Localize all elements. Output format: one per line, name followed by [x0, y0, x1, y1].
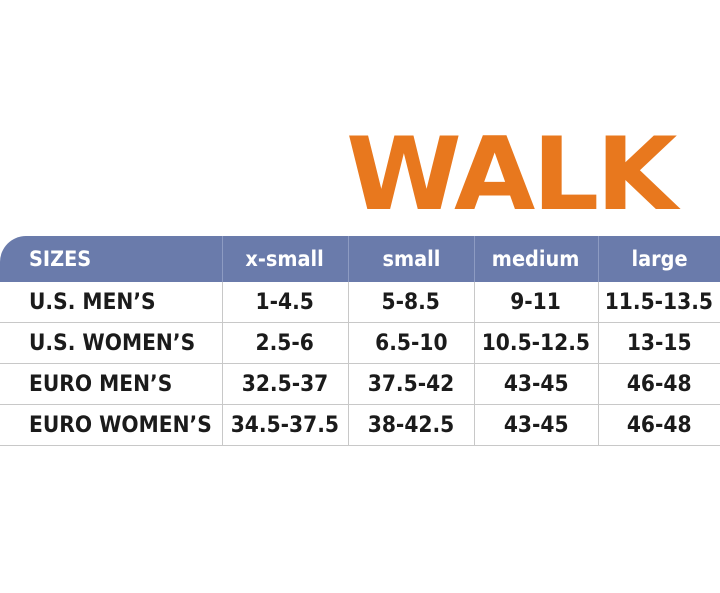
table-cell: 5-8.5 — [347, 282, 474, 323]
table-row: EURO MEN’S 32.5-37 37.5-42 43-45 46-48 — [0, 363, 720, 405]
walk-title: WALK — [346, 115, 677, 233]
table-cell: 34.5-37.5 — [221, 404, 348, 446]
header-cell-sizes: SIZES — [0, 236, 222, 282]
row-label: EURO MEN’S — [0, 363, 222, 405]
row-label: U.S. MEN’S — [0, 282, 222, 323]
table-cell: 9-11 — [473, 282, 598, 323]
header-row: SIZES x-small small medium large — [0, 236, 720, 282]
table-cell: 13-15 — [597, 322, 720, 364]
table-cell: 43-45 — [473, 404, 598, 446]
header-cell-large: large — [597, 236, 720, 282]
table-cell: 43-45 — [473, 363, 598, 405]
row-label: EURO WOMEN’S — [0, 404, 222, 446]
table-cell: 46-48 — [597, 404, 720, 446]
table-row: EURO WOMEN’S 34.5-37.5 38-42.5 43-45 46-… — [0, 404, 720, 446]
size-table: SIZES x-small small medium large U.S. ME… — [0, 236, 720, 446]
table-cell: 2.5-6 — [221, 322, 348, 364]
table-cell: 32.5-37 — [221, 363, 348, 405]
table-cell: 37.5-42 — [347, 363, 474, 405]
header-cell-x-small: x-small — [221, 236, 348, 282]
table-row: U.S. MEN’S 1-4.5 5-8.5 9-11 11.5-13.5 — [0, 282, 720, 323]
table-cell: 1-4.5 — [221, 282, 348, 323]
size-table-header: SIZES x-small small medium large — [0, 236, 720, 282]
table-cell: 11.5-13.5 — [597, 282, 720, 323]
table-cell: 6.5-10 — [347, 322, 474, 364]
row-label: U.S. WOMEN’S — [0, 322, 222, 364]
table-row: U.S. WOMEN’S 2.5-6 6.5-10 10.5-12.5 13-1… — [0, 322, 720, 364]
table-cell: 46-48 — [597, 363, 720, 405]
header-cell-medium: medium — [473, 236, 598, 282]
size-table-body: U.S. MEN’S 1-4.5 5-8.5 9-11 11.5-13.5 U.… — [0, 282, 720, 446]
table-cell: 38-42.5 — [347, 404, 474, 446]
header-cell-small: small — [347, 236, 474, 282]
table-cell: 10.5-12.5 — [473, 322, 598, 364]
